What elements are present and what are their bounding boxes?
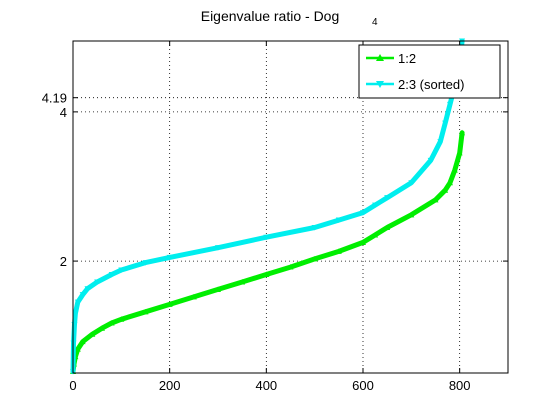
data-point: [408, 211, 415, 218]
data-point: [79, 292, 86, 298]
data-point: [72, 310, 79, 317]
data-point: [447, 179, 453, 186]
data-point: [287, 264, 294, 270]
x-tick-label: 0: [69, 378, 76, 393]
data-point: [166, 254, 173, 261]
data-point: [384, 195, 391, 201]
data-point: [372, 202, 379, 209]
data-point: [408, 180, 415, 186]
data-point: [118, 316, 125, 322]
data-point: [437, 139, 444, 145]
legend-box: [358, 44, 501, 99]
data-point: [263, 271, 270, 278]
data-point: [442, 120, 449, 127]
legend-marker-2: [376, 81, 384, 88]
ticks: 0 200 400 600 800 2 44.19: [42, 41, 508, 393]
x-tick-label: 600: [352, 378, 374, 393]
data-point: [166, 301, 173, 307]
data-point: [311, 255, 318, 262]
data-point: [459, 129, 466, 136]
y-tick-label: 2: [60, 254, 67, 269]
data-point: [89, 331, 96, 337]
data-point: [432, 196, 439, 203]
y-tick-label: 4: [60, 105, 67, 120]
data-point: [190, 293, 197, 300]
data-point: [360, 239, 366, 245]
data-point: [372, 231, 379, 238]
y-tick-label: 4.19: [42, 91, 67, 106]
data-point: [447, 101, 453, 108]
data-point: [442, 187, 449, 193]
data-point: [108, 272, 115, 278]
data-point: [263, 234, 270, 241]
data-point: [94, 279, 101, 285]
data-point: [451, 167, 458, 173]
data-point: [384, 224, 391, 231]
data-point: [311, 225, 318, 231]
series-line-1: [70, 130, 465, 374]
data-point: [84, 286, 91, 292]
data-point: [427, 157, 434, 164]
x-tick-label: 200: [159, 378, 181, 393]
data-point: [335, 248, 342, 254]
x-tick-label: 400: [255, 378, 277, 393]
data-point: [74, 346, 81, 352]
data-point: [74, 299, 81, 306]
data-point: [118, 267, 125, 274]
data-point: [335, 217, 342, 224]
data-point: [99, 325, 105, 331]
plot-frame: [72, 40, 509, 374]
data-point: [360, 210, 366, 216]
legend-label-2: 2:3 (sorted): [398, 77, 464, 92]
data-point: [142, 308, 149, 315]
legend-label-1: 1:2: [398, 51, 416, 66]
chart-title-subscript: 4: [372, 17, 378, 28]
data-point: [142, 260, 149, 266]
chart-title: Eigenvalue ratio - Dog: [201, 8, 340, 24]
x-tick-label: 800: [449, 378, 471, 393]
series-layer: [70, 38, 466, 375]
data-point: [215, 245, 221, 251]
data-point: [456, 149, 463, 156]
data-point: [215, 286, 221, 292]
legend-marker-1: [376, 54, 384, 61]
data-point: [79, 338, 86, 345]
data-point: [239, 278, 246, 285]
data-point: [108, 320, 115, 326]
legend: 1:2 2:3 (sorted): [358, 44, 501, 99]
